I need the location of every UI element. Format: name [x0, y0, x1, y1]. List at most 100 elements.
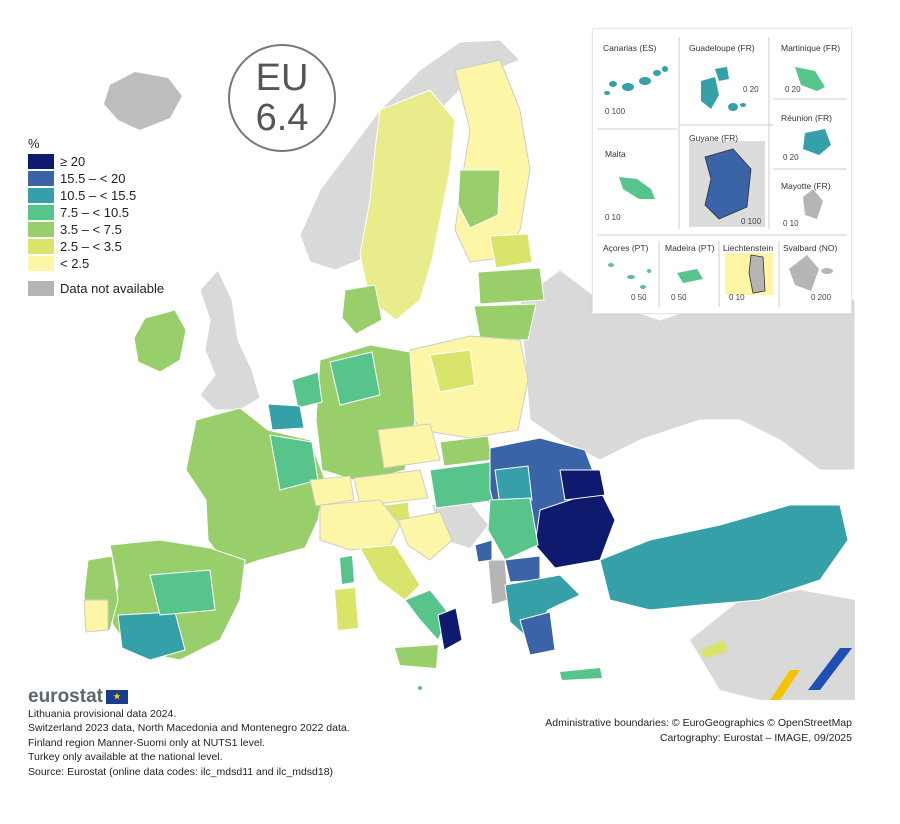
eurostat-logo: eurostat ★: [28, 686, 350, 707]
region-north-macedonia: [504, 555, 541, 583]
legend-row: < 2.5: [28, 255, 164, 272]
legend-label: ≥ 20: [60, 154, 86, 169]
legend: % ≥ 20 15.5 – < 20 10.5 – < 15.5 7.5 – <…: [28, 136, 164, 297]
legend-swatch: [28, 281, 54, 296]
middle-east-land: [690, 590, 855, 700]
eu-value: 6.4: [255, 97, 309, 139]
insets-panel: Canarias (ES) 0 100 Guadeloupe (FR) 0 20…: [592, 28, 852, 314]
legend-label: 2.5 – < 3.5: [60, 239, 122, 254]
region-czechia: [377, 423, 441, 469]
legend-row: 2.5 – < 3.5: [28, 238, 164, 255]
uk-land: [199, 269, 261, 411]
iceland-land: [104, 72, 182, 130]
region-poland-east: [429, 349, 476, 393]
region-sweden: [359, 89, 456, 321]
region-belgium: [267, 403, 305, 431]
footer-credits: Administrative boundaries: © EuroGeograp…: [545, 716, 852, 745]
region-calabria: [437, 607, 463, 651]
region-hungary: [429, 461, 499, 509]
inset-label-guyane: Guyane (FR): [689, 133, 739, 143]
legend-swatch: [28, 239, 54, 254]
region-sardinia: [335, 588, 358, 630]
region-croatia: [397, 511, 453, 561]
eu-flag-icon: ★: [105, 690, 128, 705]
legend-label: 3.5 – < 7.5: [60, 222, 122, 237]
inset-scale: 0 200: [811, 293, 832, 302]
region-austria: [353, 469, 429, 507]
region-sweden-south: [457, 169, 501, 229]
inset-label-malta: Malta: [605, 149, 626, 159]
legend-row: ≥ 20: [28, 153, 164, 170]
inset-scale: 0 10: [783, 219, 799, 228]
reunion-shape: [803, 129, 831, 155]
inset-label-mayotte: Mayotte (FR): [781, 181, 831, 191]
region-bulgaria-north: [559, 469, 606, 501]
inset-label-guadeloupe: Guadeloupe (FR): [689, 43, 755, 53]
legend-label: < 2.5: [60, 256, 90, 271]
insets-graphics: [597, 37, 847, 307]
madeira-shape: [677, 269, 703, 283]
region-france: [185, 407, 326, 571]
inset-label-madeira: Madeira (PT): [665, 243, 715, 253]
region-corsica: [340, 556, 354, 584]
legend-label: 7.5 – < 10.5: [60, 205, 130, 220]
legend-unit: %: [28, 136, 40, 151]
legend-swatch: [28, 222, 54, 237]
region-finland: [454, 59, 531, 263]
inset-scale: 0 20: [783, 153, 799, 162]
inset-scale: 0 100: [605, 107, 626, 116]
malta-shape: [619, 177, 655, 199]
legend-row: 15.5 – < 20: [28, 170, 164, 187]
inset-label-svalbard: Svalbard (NO): [783, 243, 838, 253]
credit-boundaries: Administrative boundaries: © EuroGeograp…: [545, 717, 852, 729]
region-ireland: [133, 309, 187, 373]
region-turkey: [599, 504, 849, 611]
credit-cartography: Cartography: Eurostat – IMAGE, 09/2025: [659, 731, 852, 744]
region-montenegro: [474, 539, 493, 563]
region-latvia: [477, 267, 545, 305]
eurostat-stripe-blue: [808, 648, 852, 690]
region-lithuania: [473, 303, 537, 341]
region-italy-central: [359, 544, 421, 601]
legend-swatch: [28, 256, 54, 271]
region-spain-south: [117, 611, 186, 661]
legend-row: 7.5 – < 10.5: [28, 204, 164, 221]
inset-scale: 0 10: [729, 293, 745, 302]
legend-row: 10.5 – < 15.5: [28, 187, 164, 204]
inset-scale: 0 20: [743, 85, 759, 94]
region-germany-north: [329, 351, 381, 406]
footer-notes: eurostat ★ Lithuania provisional data 20…: [28, 686, 350, 779]
legend-row-not-available: Data not available: [28, 280, 164, 297]
brand-name: eurostat: [28, 686, 103, 707]
legend-swatch: [28, 171, 54, 186]
eurostat-stripe-yellow: [770, 670, 800, 700]
inset-label-reunion: Réunion (FR): [781, 113, 833, 123]
liechtenstein-shape: [748, 254, 766, 294]
footer-note: Turkey only available at the national le…: [28, 751, 223, 763]
region-serbia: [487, 497, 539, 561]
region-cyprus: [700, 640, 728, 658]
region-greece-south: [519, 611, 556, 656]
legend-label: 15.5 – < 20: [60, 171, 126, 186]
region-malta-main: [418, 686, 422, 690]
inset-label-canarias: Canarias (ES): [603, 43, 657, 53]
inset-label-acores: Açores (PT): [603, 243, 649, 253]
canarias-shapes: [604, 66, 668, 95]
inset-scale: 0 20: [785, 85, 801, 94]
region-slovakia: [439, 435, 493, 467]
region-netherlands: [291, 371, 323, 409]
footer-note: Lithuania provisional data 2024.: [28, 707, 177, 720]
region-portugal-south: [83, 599, 109, 633]
legend-swatch: [28, 188, 54, 203]
svalbard-shapes: [789, 255, 833, 291]
region-estonia: [489, 233, 533, 269]
footer-source: Source: Eurostat (online data codes: ilc…: [28, 765, 334, 778]
region-spain-centre: [149, 569, 216, 616]
region-switzerland: [309, 475, 355, 507]
guyane-shape: [704, 148, 752, 220]
acores-shapes: [608, 263, 651, 289]
inset-scale: 0 50: [671, 293, 687, 302]
eu-label: EU: [255, 57, 309, 99]
region-denmark: [341, 284, 383, 335]
